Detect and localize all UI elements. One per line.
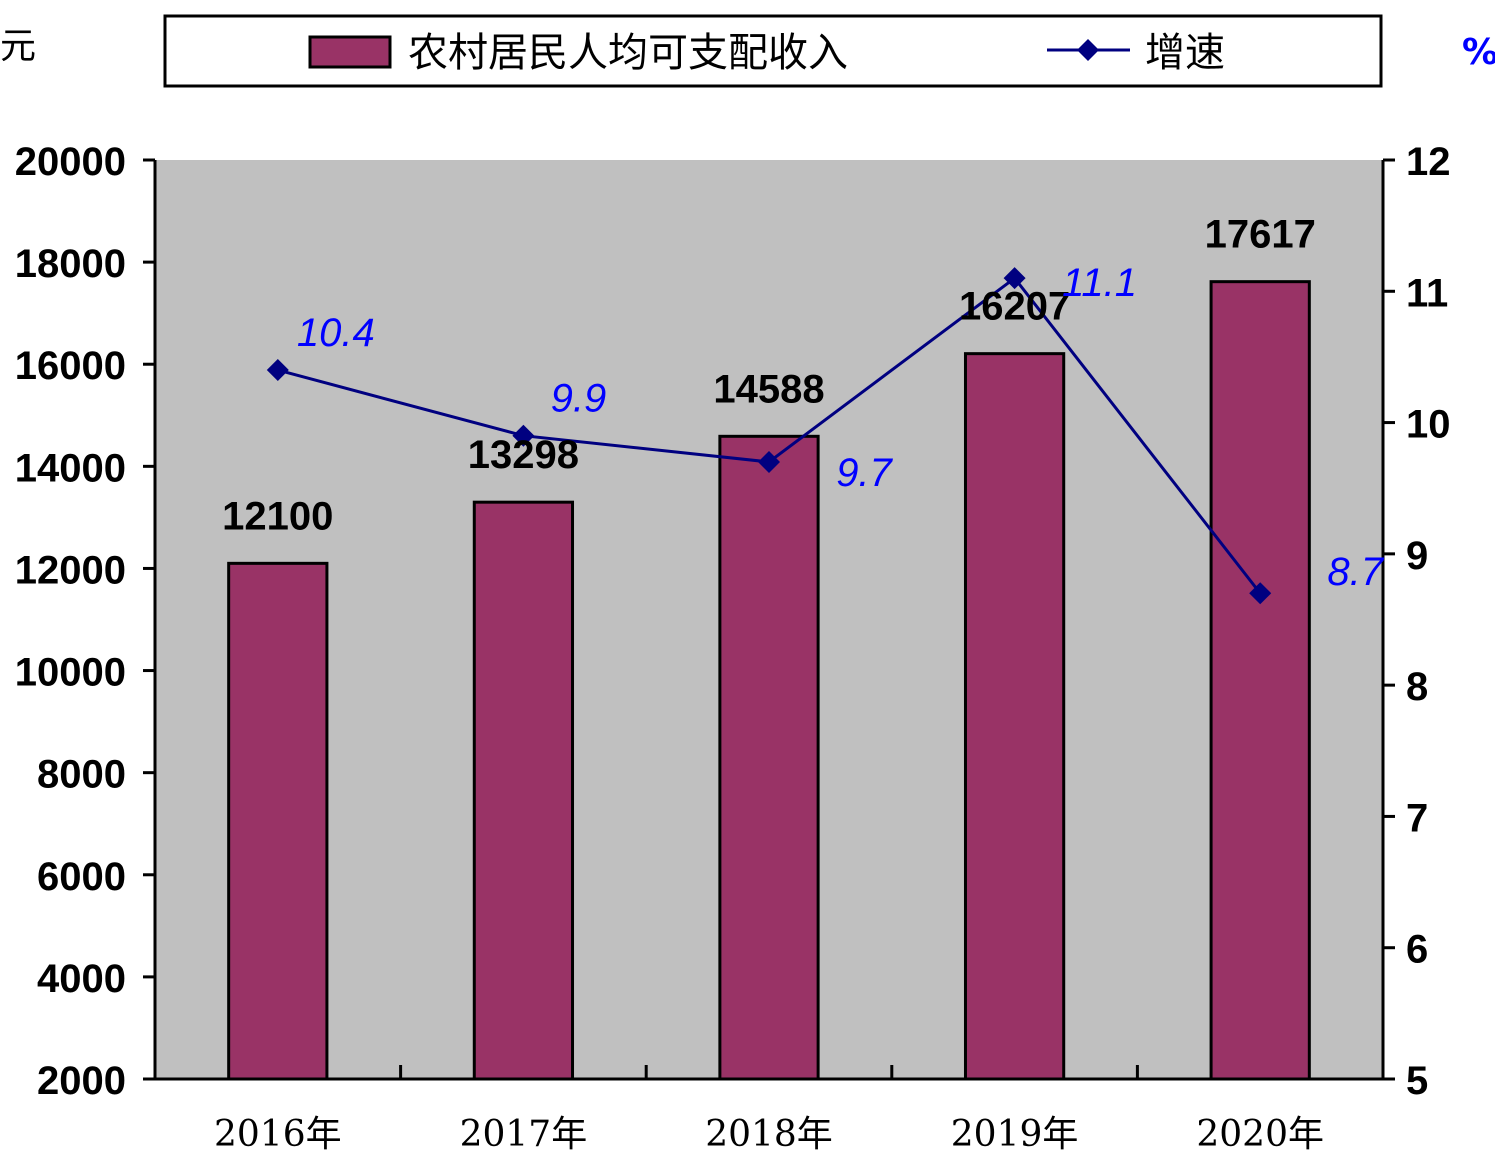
left-axis-unit: 元 — [0, 26, 36, 67]
growth-point-2020年 — [1249, 582, 1272, 605]
left-tick-label: 6000 — [37, 855, 126, 899]
right-tick-label: 9 — [1406, 534, 1428, 578]
left-tick-label: 16000 — [15, 344, 126, 388]
right-tick-label: 10 — [1406, 403, 1451, 447]
left-tick-label: 18000 — [15, 242, 126, 286]
x-tick-label: 2019年 — [951, 1114, 1079, 1155]
left-tick-label: 20000 — [15, 140, 126, 184]
bar-value-label: 17617 — [1205, 213, 1316, 257]
bar-value-label: 13298 — [468, 433, 579, 477]
x-tick-label: 2016年 — [214, 1114, 342, 1155]
growth-value-label: 9.9 — [551, 377, 607, 421]
left-tick-label: 2000 — [37, 1059, 126, 1103]
left-tick-label: 10000 — [15, 651, 126, 695]
growth-value-label: 10.4 — [297, 311, 375, 355]
left-tick-label: 4000 — [37, 957, 126, 1001]
right-tick-label: 12 — [1406, 140, 1451, 184]
legend: 农村居民人均可支配收入 增速 — [163, 14, 1383, 88]
legend-bar-swatch — [308, 35, 392, 69]
growth-point-2016年 — [266, 359, 289, 382]
right-tick-label: 6 — [1406, 928, 1428, 972]
growth-value-label: 11.1 — [1062, 261, 1137, 305]
right-tick-label: 5 — [1406, 1059, 1428, 1103]
x-tick-label: 2020年 — [1196, 1114, 1324, 1155]
bar-value-label: 16207 — [959, 285, 1070, 329]
bar-2018年 — [718, 434, 820, 1081]
right-tick-label: 8 — [1406, 665, 1428, 709]
x-tick-label: 2018年 — [705, 1114, 833, 1155]
left-tick-label: 12000 — [15, 548, 126, 592]
bar-2017年 — [472, 500, 575, 1081]
growth-point-2018年 — [758, 450, 780, 473]
legend-line-label: 增速 — [1145, 30, 1225, 76]
bar-2020年 — [1209, 280, 1311, 1081]
growth-point-2019年 — [1003, 267, 1026, 290]
legend-diamond-marker — [1077, 39, 1099, 61]
left-tick-label: 8000 — [37, 753, 126, 797]
growth-point-2017年 — [512, 424, 535, 447]
bar-value-label: 14588 — [713, 367, 824, 411]
left-tick-label: 14000 — [15, 446, 126, 490]
bar-2019年 — [963, 352, 1066, 1081]
x-tick-label: 2017年 — [460, 1114, 588, 1155]
right-tick-label: 7 — [1406, 796, 1428, 840]
bar-2016年 — [227, 561, 329, 1081]
right-axis-unit: % — [1462, 32, 1495, 73]
growth-value-label: 8.7 — [1327, 550, 1384, 594]
bar-value-label: 12100 — [222, 494, 333, 538]
legend-bar-label: 农村居民人均可支配收入 — [408, 30, 848, 76]
right-tick-label: 11 — [1406, 271, 1448, 315]
growth-value-label: 9.7 — [836, 451, 893, 495]
